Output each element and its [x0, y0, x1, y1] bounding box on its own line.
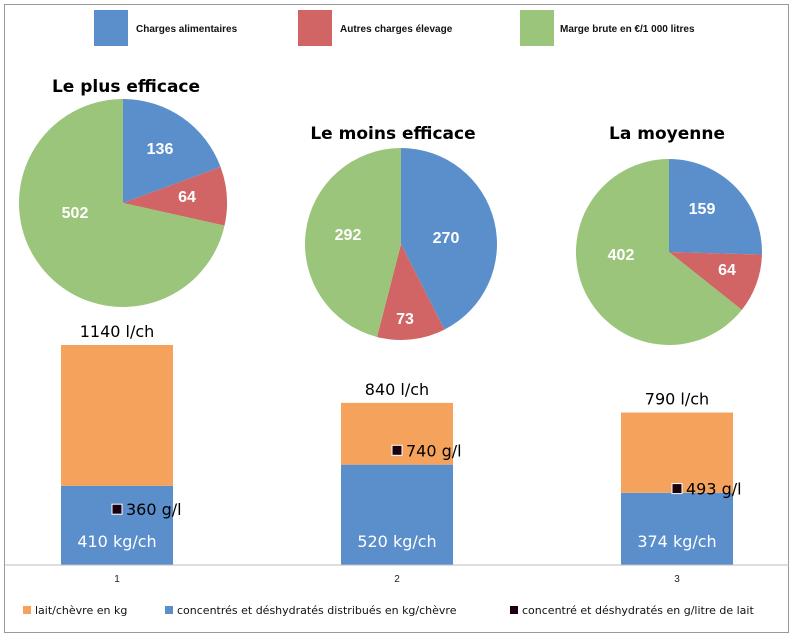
bar-concentres [61, 485, 173, 565]
x-tick-label: 1 [114, 574, 120, 585]
pie-slice-label: 73 [396, 311, 414, 328]
pie-slice [669, 252, 762, 310]
marker-label: 740 g/l [406, 441, 462, 460]
legend-swatch [94, 10, 128, 46]
pie-slice-label: 502 [62, 205, 89, 222]
bar-lait [61, 344, 173, 486]
bar-total-label: 1140 l/ch [80, 322, 155, 341]
legend-label: Autres charges élevage [340, 24, 453, 35]
legend-swatch [23, 606, 31, 614]
bar-value-label: 520 kg/ch [357, 532, 436, 551]
legend-swatch [520, 10, 554, 46]
pie-slice-label: 64 [718, 262, 736, 279]
bar-concentres [341, 464, 453, 565]
pie-slice-label: 402 [608, 247, 635, 264]
pie-slice-label: 64 [178, 189, 196, 206]
marker-label: 493 g/l [686, 480, 742, 499]
marker-point [391, 444, 403, 456]
bar-concentres [621, 492, 733, 565]
legend-swatch [298, 10, 332, 46]
legend-swatch [165, 606, 173, 614]
legend-label: Marge brute en €/1 000 litres [560, 24, 695, 35]
pie-slice [18, 99, 225, 308]
pie-slice [377, 244, 445, 340]
x-tick-label: 2 [394, 574, 400, 585]
pie-slice [575, 159, 742, 346]
x-tick-label: 3 [674, 574, 680, 585]
marker-point [671, 483, 683, 495]
bar-total-label: 840 l/ch [365, 380, 429, 399]
bar-lait [621, 412, 733, 493]
marker-point [111, 503, 123, 515]
pie-title: La moyenne [609, 124, 725, 144]
pie-slice-label: 136 [147, 141, 174, 158]
bar-value-label: 374 kg/ch [637, 532, 716, 551]
pie-slice-label: 292 [335, 227, 362, 244]
pie-slice [123, 166, 227, 226]
pie-title: Le plus efficace [52, 77, 200, 97]
pie-slice [304, 148, 401, 337]
legend-swatch [510, 606, 518, 614]
legend-label: lait/chèvre en kg [35, 604, 127, 617]
legend-label: concentrés et déshydratés distribués en … [177, 604, 457, 617]
legend-label: Charges alimentaires [136, 24, 238, 35]
pie-slice [401, 148, 497, 330]
pie-slice-label: 270 [433, 230, 460, 247]
pie-title: Le moins efficace [310, 124, 475, 144]
marker-label: 360 g/l [126, 500, 182, 519]
bar-total-label: 790 l/ch [645, 390, 709, 409]
legend-label: concentré et déshydratés en g/litre de l… [522, 604, 754, 617]
pie-slice [123, 99, 221, 203]
pie-slice-label: 159 [689, 201, 716, 218]
bar-value-label: 410 kg/ch [77, 532, 156, 551]
pie-slice [669, 159, 763, 255]
